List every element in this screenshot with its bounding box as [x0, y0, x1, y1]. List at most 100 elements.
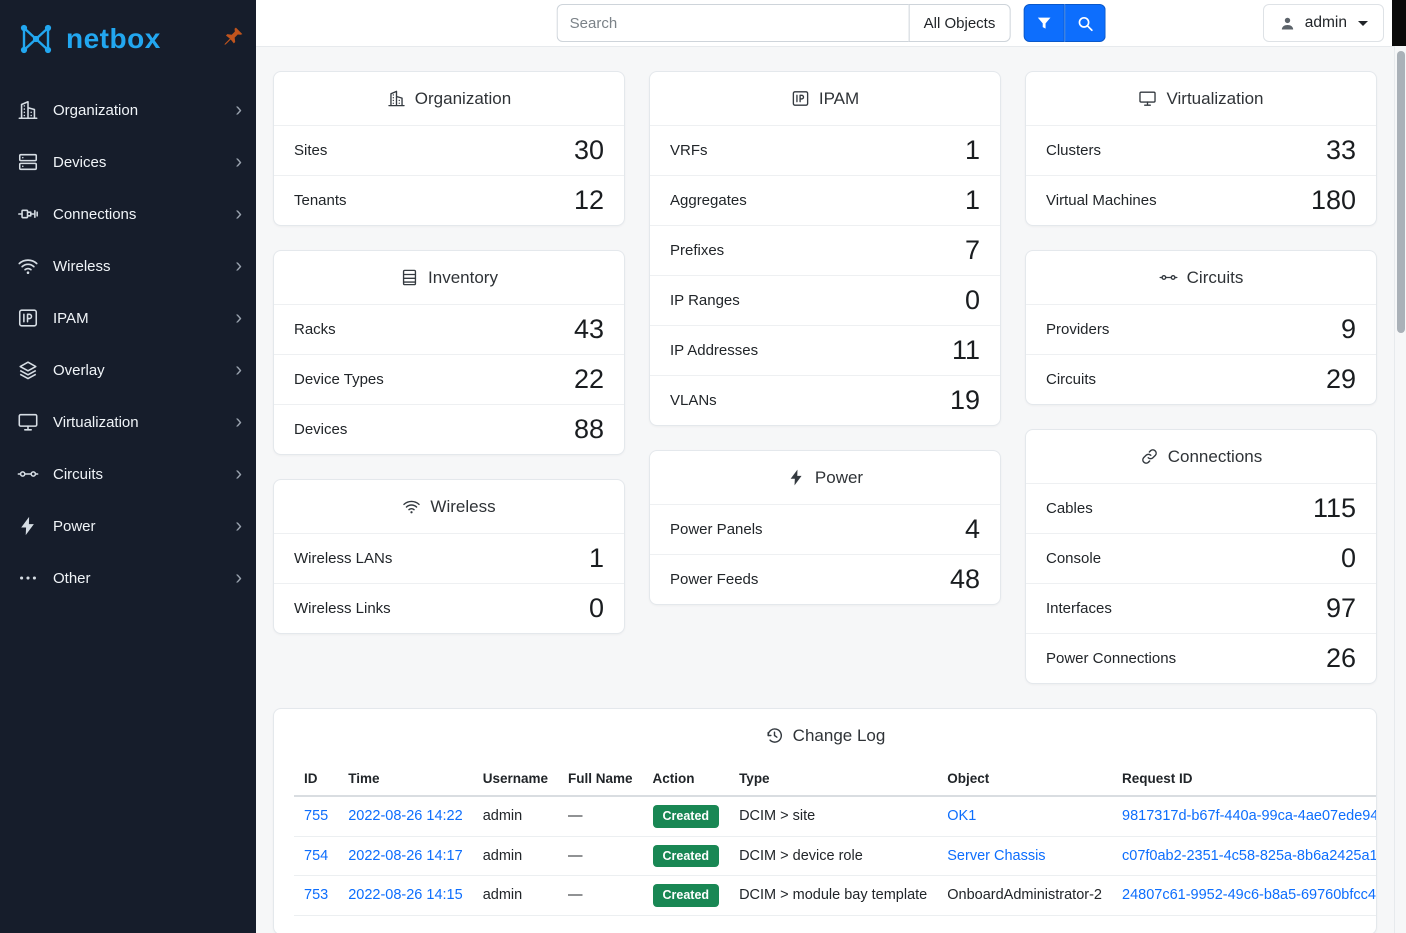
stat-value-circuits[interactable]: 29	[1325, 364, 1356, 394]
change-full-name: —	[558, 836, 643, 876]
stat-link-console[interactable]: Console	[1046, 550, 1102, 567]
stat-link-device-types[interactable]: Device Types	[294, 371, 384, 388]
col-header-request-id: Request ID	[1112, 762, 1376, 797]
stat-link-wireless-links[interactable]: Wireless Links	[294, 600, 391, 617]
stat-value-cables[interactable]: 115	[1312, 493, 1356, 523]
scrollbar-thumb[interactable]	[1397, 51, 1405, 333]
stat-row: Racks 43	[274, 304, 624, 354]
stat-value-vrfs[interactable]: 1	[964, 135, 980, 165]
object-type-selector[interactable]: All Objects	[908, 4, 1011, 42]
stat-link-vlans[interactable]: VLANs	[670, 392, 717, 409]
stat-link-ip-addresses[interactable]: IP Addresses	[670, 342, 759, 359]
netbox-logo[interactable]: netbox	[0, 0, 256, 78]
stat-row: IP Addresses 11	[650, 325, 1000, 375]
stat-value-tenants[interactable]: 12	[573, 185, 604, 215]
stat-value-ip-addresses[interactable]: 11	[951, 335, 980, 365]
action-badge: Created	[652, 805, 720, 828]
stat-value-ip-ranges[interactable]: 0	[964, 285, 980, 315]
stat-value-racks[interactable]: 43	[573, 314, 604, 344]
sidebar-item-organization[interactable]: Organization	[0, 84, 256, 136]
stat-link-wireless-lans[interactable]: Wireless LANs	[294, 550, 393, 567]
stat-value-devices[interactable]: 88	[573, 414, 604, 444]
transit-icon	[17, 463, 39, 485]
stat-value-interfaces[interactable]: 97	[1325, 593, 1356, 623]
sidebar-item-virtualization[interactable]: Virtualization	[0, 396, 256, 448]
cable-link-icon	[1140, 447, 1159, 466]
stat-link-virtual-machines[interactable]: Virtual Machines	[1046, 192, 1157, 209]
stat-link-racks[interactable]: Racks	[294, 321, 336, 338]
chevron-right-icon	[235, 100, 242, 120]
stat-value-providers[interactable]: 9	[1340, 314, 1356, 344]
stat-value-power-connections[interactable]: 26	[1325, 643, 1356, 673]
sidebar-item-circuits[interactable]: Circuits	[0, 448, 256, 500]
stat-value-vlans[interactable]: 19	[949, 385, 980, 415]
stat-link-power-panels[interactable]: Power Panels	[670, 521, 763, 538]
stat-link-prefixes[interactable]: Prefixes	[670, 242, 725, 259]
change-time-link[interactable]: 2022-08-26 14:22	[348, 808, 463, 825]
stat-link-ip-ranges[interactable]: IP Ranges	[670, 292, 740, 309]
stat-link-power-connections[interactable]: Power Connections	[1046, 650, 1177, 667]
sidebar-item-devices[interactable]: Devices	[0, 136, 256, 188]
stat-value-device-types[interactable]: 22	[573, 364, 604, 394]
action-badge: Created	[652, 884, 720, 907]
stat-row: VLANs 19	[650, 375, 1000, 425]
stat-link-providers[interactable]: Providers	[1046, 321, 1110, 338]
change-username: admin	[472, 796, 558, 837]
sidebar-item-wireless[interactable]: Wireless	[0, 240, 256, 292]
stat-value-power-panels[interactable]: 4	[964, 514, 980, 544]
stat-link-sites[interactable]: Sites	[294, 142, 328, 159]
card-header: Circuits	[1026, 251, 1376, 304]
stat-link-vrfs[interactable]: VRFs	[670, 142, 708, 159]
stat-link-devices[interactable]: Devices	[294, 421, 348, 438]
table-row: 754 2022-08-26 14:17 admin — Created DCI…	[294, 836, 1377, 876]
sidebar-item-connections[interactable]: Connections	[0, 188, 256, 240]
stat-value-virtual-machines[interactable]: 180	[1310, 185, 1356, 215]
stat-link-clusters[interactable]: Clusters	[1046, 142, 1102, 159]
caret-down-icon	[1358, 20, 1368, 26]
change-id-link[interactable]: 754	[304, 847, 329, 864]
request-id-link[interactable]: 9817317d-b67f-440a-99ca-4ae07ede94df	[1122, 808, 1377, 825]
stat-link-aggregates[interactable]: Aggregates	[670, 192, 747, 209]
request-id-link[interactable]: c07f0ab2-2351-4c58-825a-8b6a2425a1ab	[1122, 847, 1377, 864]
history-icon	[765, 726, 784, 745]
stat-value-clusters[interactable]: 33	[1325, 135, 1356, 165]
stat-link-tenants[interactable]: Tenants	[294, 192, 347, 209]
sidebar-item-power[interactable]: Power	[0, 500, 256, 552]
filter-button[interactable]	[1023, 4, 1065, 42]
card-header: Change Log	[274, 709, 1376, 762]
stat-value-console[interactable]: 0	[1340, 543, 1356, 573]
stat-value-aggregates[interactable]: 1	[964, 185, 980, 215]
search-button[interactable]	[1064, 4, 1106, 42]
change-id-link[interactable]: 755	[304, 808, 329, 825]
stat-link-interfaces[interactable]: Interfaces	[1046, 600, 1112, 617]
stat-link-cables[interactable]: Cables	[1046, 500, 1093, 517]
search-input[interactable]	[556, 4, 909, 42]
card-title: Change Log	[792, 725, 886, 745]
sidebar-pin-button[interactable]	[222, 26, 244, 48]
change-id-link[interactable]: 753	[304, 887, 329, 904]
change-time-link[interactable]: 2022-08-26 14:15	[348, 887, 463, 904]
stat-value-power-feeds[interactable]: 48	[949, 564, 980, 594]
stat-value-wireless-links[interactable]: 0	[588, 593, 604, 623]
stat-link-circuits[interactable]: Circuits	[1046, 371, 1097, 388]
stat-link-power-feeds[interactable]: Power Feeds	[670, 571, 759, 588]
sidebar-item-ipam[interactable]: IPAM	[0, 292, 256, 344]
sidebar-item-label: Organization	[53, 101, 139, 119]
change-type: DCIM > site	[729, 796, 938, 837]
change-object-link[interactable]: OK1	[947, 808, 977, 825]
card-header: Inventory	[274, 251, 624, 304]
chevron-right-icon	[235, 256, 242, 276]
sidebar-item-label: Circuits	[53, 465, 104, 483]
stat-value-wireless-lans[interactable]: 1	[588, 543, 604, 573]
user-menu-button[interactable]: admin	[1262, 4, 1384, 42]
sidebar-item-overlay[interactable]: Overlay	[0, 344, 256, 396]
lightning-icon	[17, 515, 39, 537]
sidebar-item-other[interactable]: Other	[0, 552, 256, 604]
stat-value-sites[interactable]: 30	[573, 135, 604, 165]
page-scrollbar[interactable]	[1394, 46, 1406, 933]
stat-row: Interfaces 97	[1026, 583, 1376, 633]
stat-value-prefixes[interactable]: 7	[964, 235, 980, 265]
change-time-link[interactable]: 2022-08-26 14:17	[348, 847, 463, 864]
request-id-link[interactable]: 24807c61-9952-49c6-b8a5-69760bfcc4b3	[1122, 887, 1377, 904]
change-object-link[interactable]: Server Chassis	[947, 847, 1046, 864]
